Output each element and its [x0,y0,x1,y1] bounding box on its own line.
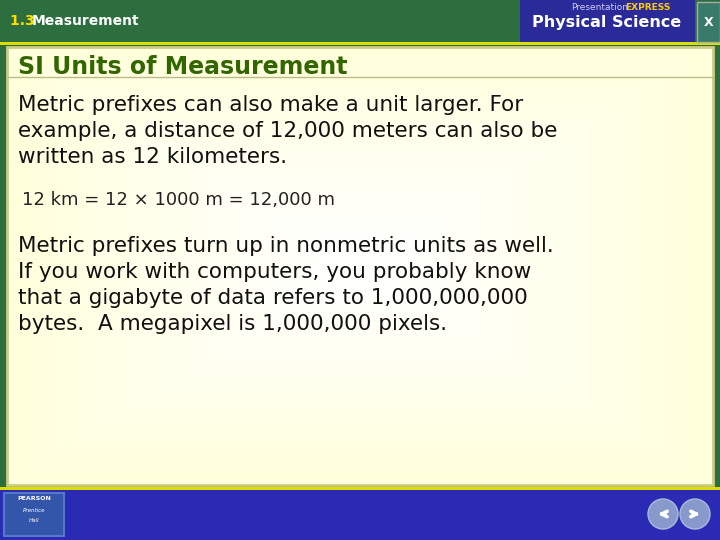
Text: Measurement: Measurement [32,14,140,28]
Text: Presentation: Presentation [572,3,629,12]
FancyBboxPatch shape [4,493,64,536]
Text: If you work with computers, you probably know: If you work with computers, you probably… [18,262,531,282]
Text: Physical Science: Physical Science [532,15,682,30]
FancyBboxPatch shape [0,42,720,45]
Text: bytes.  A megapixel is 1,000,000 pixels.: bytes. A megapixel is 1,000,000 pixels. [18,314,447,334]
Text: 12 km = 12 × 1000 m = 12,000 m: 12 km = 12 × 1000 m = 12,000 m [22,191,335,209]
Circle shape [648,499,678,529]
Text: Prentice: Prentice [23,508,45,512]
Text: that a gigabyte of data refers to 1,000,000,000: that a gigabyte of data refers to 1,000,… [18,288,528,308]
Text: example, a distance of 12,000 meters can also be: example, a distance of 12,000 meters can… [18,121,557,141]
Text: 1.3: 1.3 [10,14,40,28]
Text: written as 12 kilometers.: written as 12 kilometers. [18,147,287,167]
Text: EXPRESS: EXPRESS [625,3,671,12]
Text: X: X [703,16,714,29]
FancyBboxPatch shape [0,490,720,540]
Circle shape [680,499,710,529]
Text: SI Units of Measurement: SI Units of Measurement [18,55,348,79]
Text: Hall: Hall [29,518,40,523]
Text: Metric prefixes turn up in nonmetric units as well.: Metric prefixes turn up in nonmetric uni… [18,236,554,256]
FancyBboxPatch shape [520,0,695,42]
FancyBboxPatch shape [0,487,720,490]
FancyBboxPatch shape [0,0,720,42]
Text: Metric prefixes can also make a unit larger. For: Metric prefixes can also make a unit lar… [18,95,523,115]
FancyBboxPatch shape [697,2,720,42]
Text: PEARSON: PEARSON [17,496,51,501]
